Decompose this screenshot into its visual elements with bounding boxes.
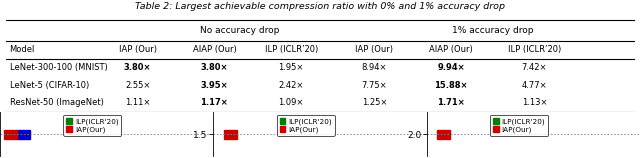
Text: LeNet-300-100 (MNIST): LeNet-300-100 (MNIST) bbox=[10, 63, 108, 72]
Text: 1.71×: 1.71× bbox=[437, 98, 465, 107]
Text: 2.55×: 2.55× bbox=[125, 81, 150, 90]
Text: AIAP (Our): AIAP (Our) bbox=[429, 45, 473, 54]
Text: 8.94×: 8.94× bbox=[362, 63, 387, 72]
Legend: ILP(ICLR'20), IAP(Our): ILP(ICLR'20), IAP(Our) bbox=[63, 115, 122, 136]
Text: 1.11×: 1.11× bbox=[125, 98, 150, 107]
Text: 1.95×: 1.95× bbox=[278, 63, 304, 72]
Text: LeNet-5 (CIFAR-10): LeNet-5 (CIFAR-10) bbox=[10, 81, 89, 90]
Legend: ILP(ICLR'20), IAP(Our): ILP(ICLR'20), IAP(Our) bbox=[276, 115, 335, 136]
Bar bbox=[17, 130, 30, 139]
Legend: ILP(ICLR'20), IAP(Our): ILP(ICLR'20), IAP(Our) bbox=[490, 115, 548, 136]
Text: 1.17×: 1.17× bbox=[200, 98, 228, 107]
Text: 4.77×: 4.77× bbox=[522, 81, 547, 90]
Text: 1.25×: 1.25× bbox=[362, 98, 387, 107]
Text: ILP (ICLR’20): ILP (ICLR’20) bbox=[508, 45, 561, 54]
Text: 3.95×: 3.95× bbox=[200, 81, 228, 90]
Text: 1.13×: 1.13× bbox=[522, 98, 547, 107]
Text: Model: Model bbox=[10, 45, 35, 54]
Text: AIAP (Our): AIAP (Our) bbox=[193, 45, 236, 54]
Text: 3.80×: 3.80× bbox=[124, 63, 151, 72]
Text: 9.94×: 9.94× bbox=[437, 63, 465, 72]
Text: 1% accuracy drop: 1% accuracy drop bbox=[452, 26, 534, 35]
Bar bbox=[4, 130, 17, 139]
Text: 3.80×: 3.80× bbox=[201, 63, 228, 72]
Text: ILP (ICLR’20): ILP (ICLR’20) bbox=[264, 45, 318, 54]
Bar bbox=[224, 130, 237, 139]
Text: 7.75×: 7.75× bbox=[362, 81, 387, 90]
Bar bbox=[437, 130, 450, 139]
Text: No accuracy drop: No accuracy drop bbox=[200, 26, 280, 35]
Text: ResNet-50 (ImageNet): ResNet-50 (ImageNet) bbox=[10, 98, 104, 107]
Text: IAP (Our): IAP (Our) bbox=[118, 45, 157, 54]
Text: Table 2: Largest achievable compression ratio with 0% and 1% accuracy drop: Table 2: Largest achievable compression … bbox=[135, 2, 505, 11]
Text: 2.42×: 2.42× bbox=[278, 81, 304, 90]
Text: 1.09×: 1.09× bbox=[278, 98, 304, 107]
Text: 7.42×: 7.42× bbox=[522, 63, 547, 72]
Text: 15.88×: 15.88× bbox=[435, 81, 468, 90]
Text: IAP (Our): IAP (Our) bbox=[355, 45, 394, 54]
